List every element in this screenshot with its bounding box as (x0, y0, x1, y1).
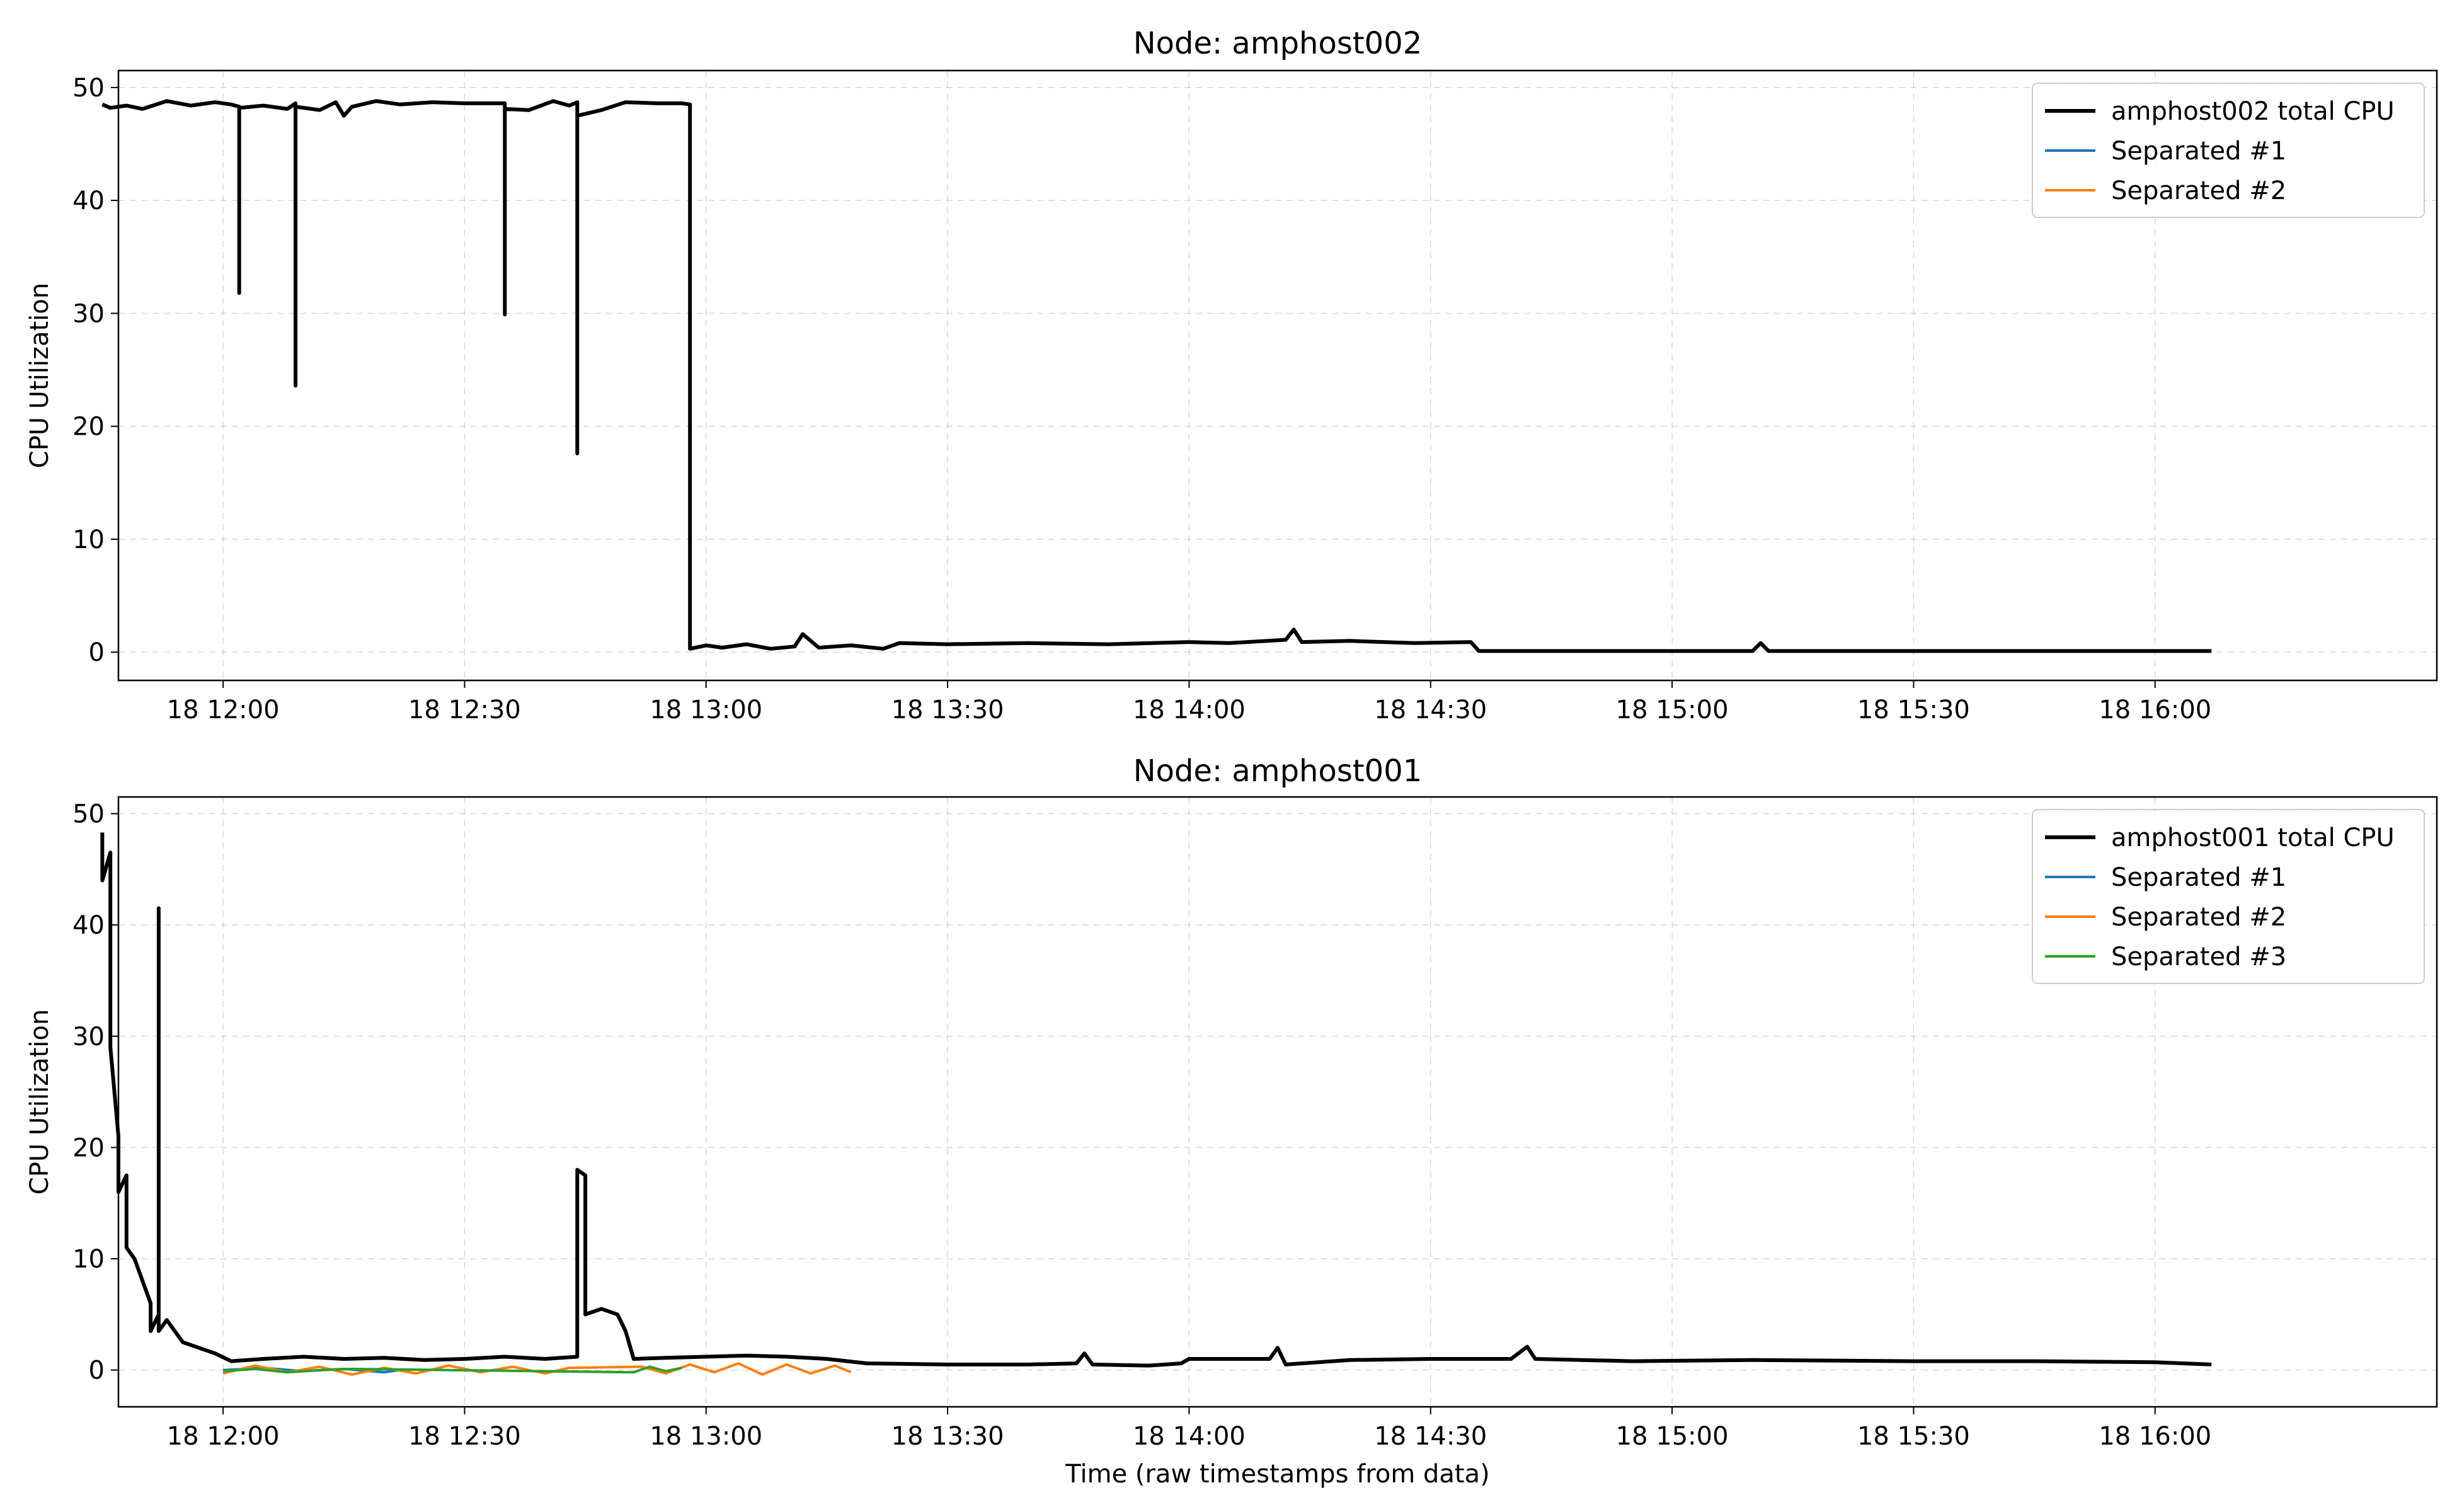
y-tick-label: 50 (72, 799, 105, 828)
series-line-separated-3 (222, 1365, 682, 1374)
legend-label: amphost001 total CPU (2111, 823, 2395, 852)
x-tick-label: 18 15:30 (1857, 1422, 1970, 1451)
y-tick-label: 30 (72, 299, 105, 328)
axes-frame (117, 796, 2438, 1408)
legend-label: Separated #2 (2111, 176, 2286, 205)
x-tick-label: 18 13:30 (891, 1422, 1004, 1451)
y-tick-label: 0 (89, 1356, 105, 1385)
series-line-total-cpu (101, 99, 2212, 653)
x-tick-label: 18 14:00 (1133, 696, 1246, 724)
x-tick-label: 18 12:00 (167, 1422, 280, 1451)
x-tick-label: 18 14:30 (1374, 696, 1487, 724)
axes-frame (117, 69, 2438, 682)
x-tick-label: 18 12:30 (408, 1422, 521, 1451)
legend-box (2032, 83, 2425, 218)
y-tick-label: 10 (72, 1245, 105, 1274)
legend-box (2032, 809, 2425, 984)
y-tick-label: 20 (72, 413, 105, 442)
series-line-total-cpu (100, 832, 2212, 1368)
x-tick-label: 18 14:00 (1133, 1422, 1246, 1451)
x-ticks: 18 12:00 18 12:30 18 13:00 18 13:30 18 14:00… (167, 680, 2211, 724)
series-layer (100, 832, 2212, 1376)
x-axis-label: Time (raw timestamps from data) (1065, 1460, 1489, 1489)
y-axis-label: CPU Utilization (25, 1009, 54, 1194)
legend: amphost002 total CPU Separated #1 Separate… (2032, 83, 2425, 218)
x-tick-label: 18 15:00 (1616, 1422, 1729, 1451)
x-tick-label: 18 13:30 (891, 696, 1004, 724)
legend-label: Separated #3 (2111, 942, 2286, 971)
legend-label: amphost002 total CPU (2111, 97, 2395, 126)
x-tick-label: 18 16:00 (2099, 1422, 2211, 1451)
x-tick-label: 18 12:00 (167, 696, 280, 724)
legend: amphost001 total CPU Separated #1 Separate… (2032, 809, 2425, 984)
panel-title: Node: amphost002 (1133, 26, 1423, 61)
y-tick-label: 30 (72, 1022, 105, 1051)
y-tick-label: 50 (72, 74, 105, 103)
x-tick-label: 18 15:00 (1616, 696, 1729, 724)
x-tick-label: 18 14:30 (1374, 1422, 1487, 1451)
x-tick-label: 18 16:00 (2099, 696, 2211, 724)
legend-label: Separated #1 (2111, 137, 2286, 166)
x-tick-label: 18 13:00 (650, 1422, 762, 1451)
y-ticks: 0 10 20 30 40 50 (72, 74, 118, 667)
legend-label: Separated #1 (2111, 863, 2286, 892)
y-tick-label: 0 (89, 638, 105, 667)
y-tick-label: 40 (72, 911, 105, 940)
x-ticks: 18 12:00 18 12:30 18 13:00 18 13:30 18 14:00… (167, 1407, 2211, 1451)
y-tick-label: 40 (72, 186, 105, 215)
x-tick-label: 18 15:30 (1857, 696, 1970, 724)
y-tick-label: 20 (72, 1133, 105, 1162)
x-tick-label: 18 12:30 (408, 696, 521, 724)
panel-title: Node: amphost001 (1133, 753, 1423, 789)
y-tick-label: 10 (72, 525, 105, 554)
series-layer (101, 99, 2212, 653)
y-ticks: 0 10 20 30 40 50 (72, 799, 118, 1385)
legend-label: Separated #2 (2111, 903, 2286, 932)
x-tick-label: 18 13:00 (650, 696, 762, 724)
y-axis-label: CPU Utilization (25, 283, 54, 468)
